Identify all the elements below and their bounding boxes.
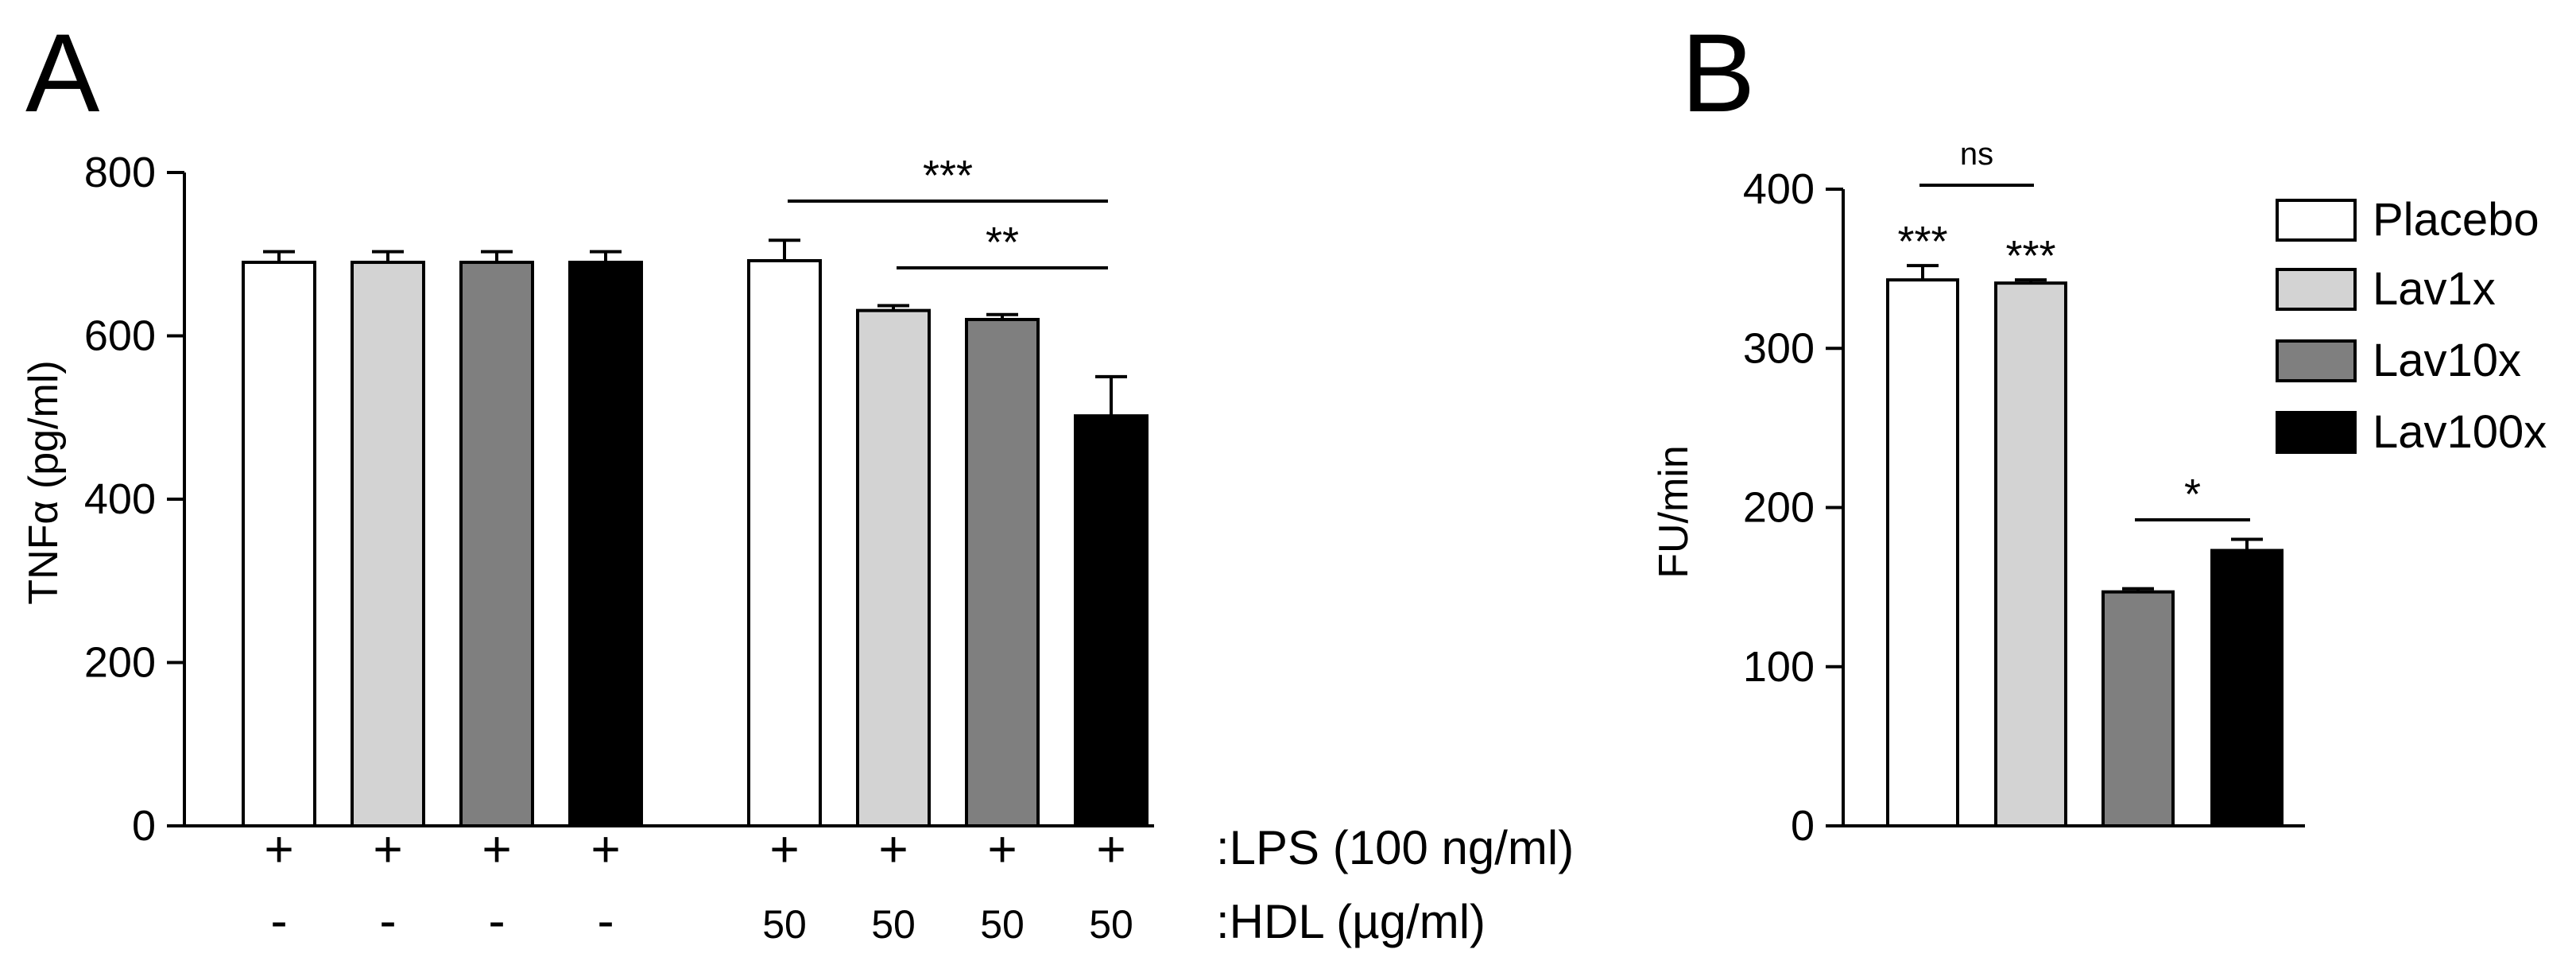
panel-a-hdl-value: 50 [980,902,1025,947]
panel-b-y-tick-label: 100 [1743,643,1815,691]
panel-b-bar-significance: *** [1897,218,1947,265]
legend-swatch-lav100x [2276,411,2357,454]
panel-a-lps-value: + [373,820,402,878]
panel-a-bar-lav100x [1074,414,1149,827]
panel-a-hdl-value: - [379,892,396,949]
panel-a: A TNFα (pg/ml) :LPS (100 ng/ml) :HDL (µg… [21,10,1574,949]
panel-a-lps-value: + [987,820,1017,878]
legend-label-lav100x: Lav100x [2373,406,2547,458]
panel-b: B FU/min 0 100 200 300 400 *** *** ns * [1651,10,2305,850]
panel-a-y-tick-label: 800 [84,149,156,196]
panel-a-y-tick-label: 400 [84,475,156,523]
legend-label-placebo: Placebo [2373,194,2539,246]
panel-a-hdl-value: 50 [762,902,807,947]
legend-label-lav1x: Lav1x [2373,263,2496,315]
panel-a-label: A [25,10,100,135]
panel-a-bar-lav1x [351,261,425,827]
panel-b-y-tick-label: 0 [1791,802,1815,850]
panel-a-significance-label: ** [986,219,1019,266]
panel-b-y-tick-label: 400 [1743,165,1815,213]
panel-b-bar-lav10x [2101,590,2175,827]
panel-a-bar-placebo [242,261,316,827]
panel-b-bar-lav100x [2210,548,2284,827]
panel-a-hdl-row-label: :HDL (µg/ml) [1216,895,1486,948]
panel-a-hdl-value: 50 [871,902,916,947]
panel-a-bar-lav10x [459,261,534,827]
panel-a-bar-lav10x [965,317,1040,827]
panel-a-lps-value: + [482,820,511,878]
panel-b-significance-label: * [2184,471,2201,518]
panel-b-y-axis-title: FU/min [1651,445,1697,579]
panel-a-hdl-value: - [597,892,614,949]
legend-swatch-lav1x [2276,268,2357,311]
panel-b-bar-lav1x [1994,281,2067,827]
legend: Placebo Lav1x Lav10x Lav100x [2276,194,2547,458]
panel-a-bar-lav100x [568,261,643,827]
panel-a-lps-value: + [769,820,799,878]
legend-swatch-lav10x [2276,339,2357,382]
panel-a-lps-value: + [878,820,908,878]
panel-a-y-axis-title: TNFα (pg/ml) [21,360,67,604]
legend-swatch-placebo [2276,199,2357,242]
legend-label-lav10x: Lav10x [2373,335,2521,386]
panel-a-y-tick-label: 0 [132,802,156,850]
panel-a-bar-lav1x [856,308,931,827]
panel-b-significance-label: ns [1960,137,1993,172]
panel-a-bar-placebo [747,258,822,828]
panel-b-y-tick-label: 300 [1743,324,1815,372]
panel-a-y-tick-label: 200 [84,639,156,687]
panel-a-y-tick-label: 600 [84,312,156,360]
panel-b-label: B [1681,10,1755,135]
panel-a-hdl-value: - [488,892,505,949]
panel-a-hdl-value: 50 [1089,902,1133,947]
panel-b-y-tick-label: 200 [1743,484,1815,532]
panel-a-lps-value: + [1096,820,1125,878]
panel-b-bar-placebo [1886,278,1959,827]
panel-a-lps-value: + [264,820,293,878]
panel-a-significance-label: *** [923,152,973,200]
panel-a-lps-row-label: :LPS (100 ng/ml) [1216,821,1574,874]
panel-a-lps-value: + [591,820,620,878]
panel-b-bar-significance: *** [2005,232,2055,280]
panel-a-hdl-value: - [270,892,287,949]
